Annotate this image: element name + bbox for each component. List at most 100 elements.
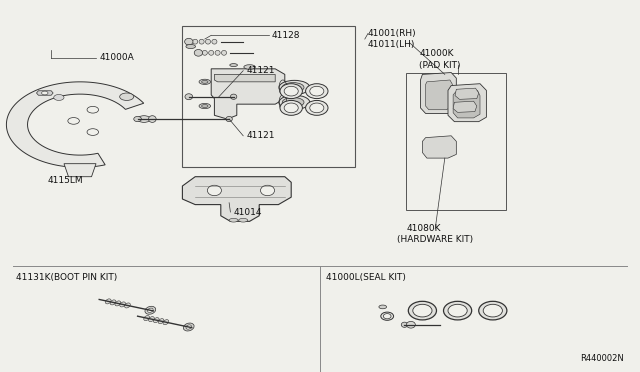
Ellipse shape [202, 105, 208, 108]
Ellipse shape [148, 317, 154, 322]
Ellipse shape [483, 304, 502, 317]
Ellipse shape [280, 100, 302, 115]
Polygon shape [214, 74, 275, 82]
Ellipse shape [183, 323, 194, 331]
Text: 41000K: 41000K [419, 49, 454, 58]
Text: 41011(LH): 41011(LH) [368, 40, 415, 49]
Polygon shape [36, 91, 53, 95]
Ellipse shape [282, 83, 304, 92]
Ellipse shape [207, 185, 221, 196]
Ellipse shape [106, 299, 111, 304]
Ellipse shape [185, 94, 193, 100]
Ellipse shape [230, 64, 237, 67]
Ellipse shape [479, 301, 507, 320]
Text: 41131K(BOOT PIN KIT): 41131K(BOOT PIN KIT) [16, 273, 117, 282]
Polygon shape [6, 82, 144, 167]
Ellipse shape [144, 315, 150, 321]
Text: 41001(RH): 41001(RH) [368, 29, 417, 38]
Ellipse shape [138, 116, 150, 122]
Text: R440002N: R440002N [580, 354, 624, 363]
Ellipse shape [279, 80, 310, 94]
Ellipse shape [280, 84, 302, 99]
Polygon shape [211, 69, 285, 119]
Ellipse shape [448, 304, 467, 317]
Ellipse shape [186, 325, 191, 329]
Ellipse shape [310, 103, 324, 113]
Ellipse shape [125, 303, 131, 308]
Ellipse shape [284, 103, 298, 113]
Ellipse shape [381, 312, 394, 320]
Circle shape [54, 94, 64, 100]
Ellipse shape [184, 38, 193, 45]
Ellipse shape [205, 39, 211, 44]
Ellipse shape [284, 86, 298, 96]
Ellipse shape [199, 79, 211, 84]
Polygon shape [420, 73, 456, 113]
Text: 4115LM: 4115LM [48, 176, 84, 185]
Circle shape [42, 91, 48, 95]
Ellipse shape [148, 116, 156, 122]
Ellipse shape [401, 322, 408, 327]
Polygon shape [64, 164, 96, 177]
Polygon shape [182, 177, 291, 221]
Text: 41014: 41014 [234, 208, 262, 217]
Ellipse shape [163, 320, 169, 325]
Ellipse shape [230, 94, 237, 99]
Ellipse shape [212, 39, 217, 44]
Ellipse shape [279, 95, 310, 109]
Text: (PAD KIT): (PAD KIT) [419, 61, 461, 70]
Ellipse shape [215, 51, 220, 55]
Ellipse shape [120, 93, 134, 100]
Ellipse shape [202, 80, 208, 83]
Circle shape [87, 106, 99, 113]
Ellipse shape [221, 51, 227, 55]
Ellipse shape [199, 103, 211, 109]
Text: 41121: 41121 [246, 131, 275, 140]
Text: 41080K: 41080K [406, 224, 441, 233]
Circle shape [68, 118, 79, 124]
Ellipse shape [209, 51, 214, 55]
Polygon shape [448, 84, 486, 122]
Bar [182, 26, 355, 167]
Text: 41121: 41121 [246, 66, 275, 75]
Ellipse shape [282, 97, 304, 107]
Ellipse shape [148, 308, 153, 312]
Text: 41000A: 41000A [99, 53, 134, 62]
Ellipse shape [202, 51, 207, 55]
Polygon shape [453, 90, 480, 118]
Ellipse shape [195, 49, 202, 56]
Text: (HARDWARE KIT): (HARDWARE KIT) [397, 235, 473, 244]
Ellipse shape [306, 100, 328, 115]
Ellipse shape [244, 65, 255, 69]
Polygon shape [422, 136, 456, 158]
Ellipse shape [306, 84, 328, 99]
Ellipse shape [379, 305, 387, 309]
Polygon shape [455, 88, 479, 99]
Ellipse shape [199, 39, 204, 44]
Text: 41000L(SEAL KIT): 41000L(SEAL KIT) [326, 273, 406, 282]
Ellipse shape [260, 185, 275, 196]
Circle shape [87, 129, 99, 135]
Ellipse shape [154, 318, 159, 323]
Ellipse shape [120, 302, 125, 307]
Ellipse shape [310, 86, 324, 96]
Ellipse shape [413, 304, 432, 317]
Polygon shape [426, 80, 452, 110]
Text: 41128: 41128 [272, 31, 301, 40]
Ellipse shape [115, 301, 121, 306]
Polygon shape [453, 101, 477, 112]
Bar [406, 73, 506, 210]
Ellipse shape [239, 218, 248, 222]
Ellipse shape [193, 39, 198, 44]
Ellipse shape [186, 45, 196, 49]
Ellipse shape [229, 218, 238, 222]
Ellipse shape [226, 116, 232, 122]
Ellipse shape [383, 314, 391, 319]
Ellipse shape [444, 301, 472, 320]
Ellipse shape [406, 321, 415, 328]
Ellipse shape [110, 300, 116, 305]
Ellipse shape [134, 116, 141, 122]
Ellipse shape [158, 319, 164, 324]
Ellipse shape [145, 306, 156, 314]
Ellipse shape [408, 301, 436, 320]
